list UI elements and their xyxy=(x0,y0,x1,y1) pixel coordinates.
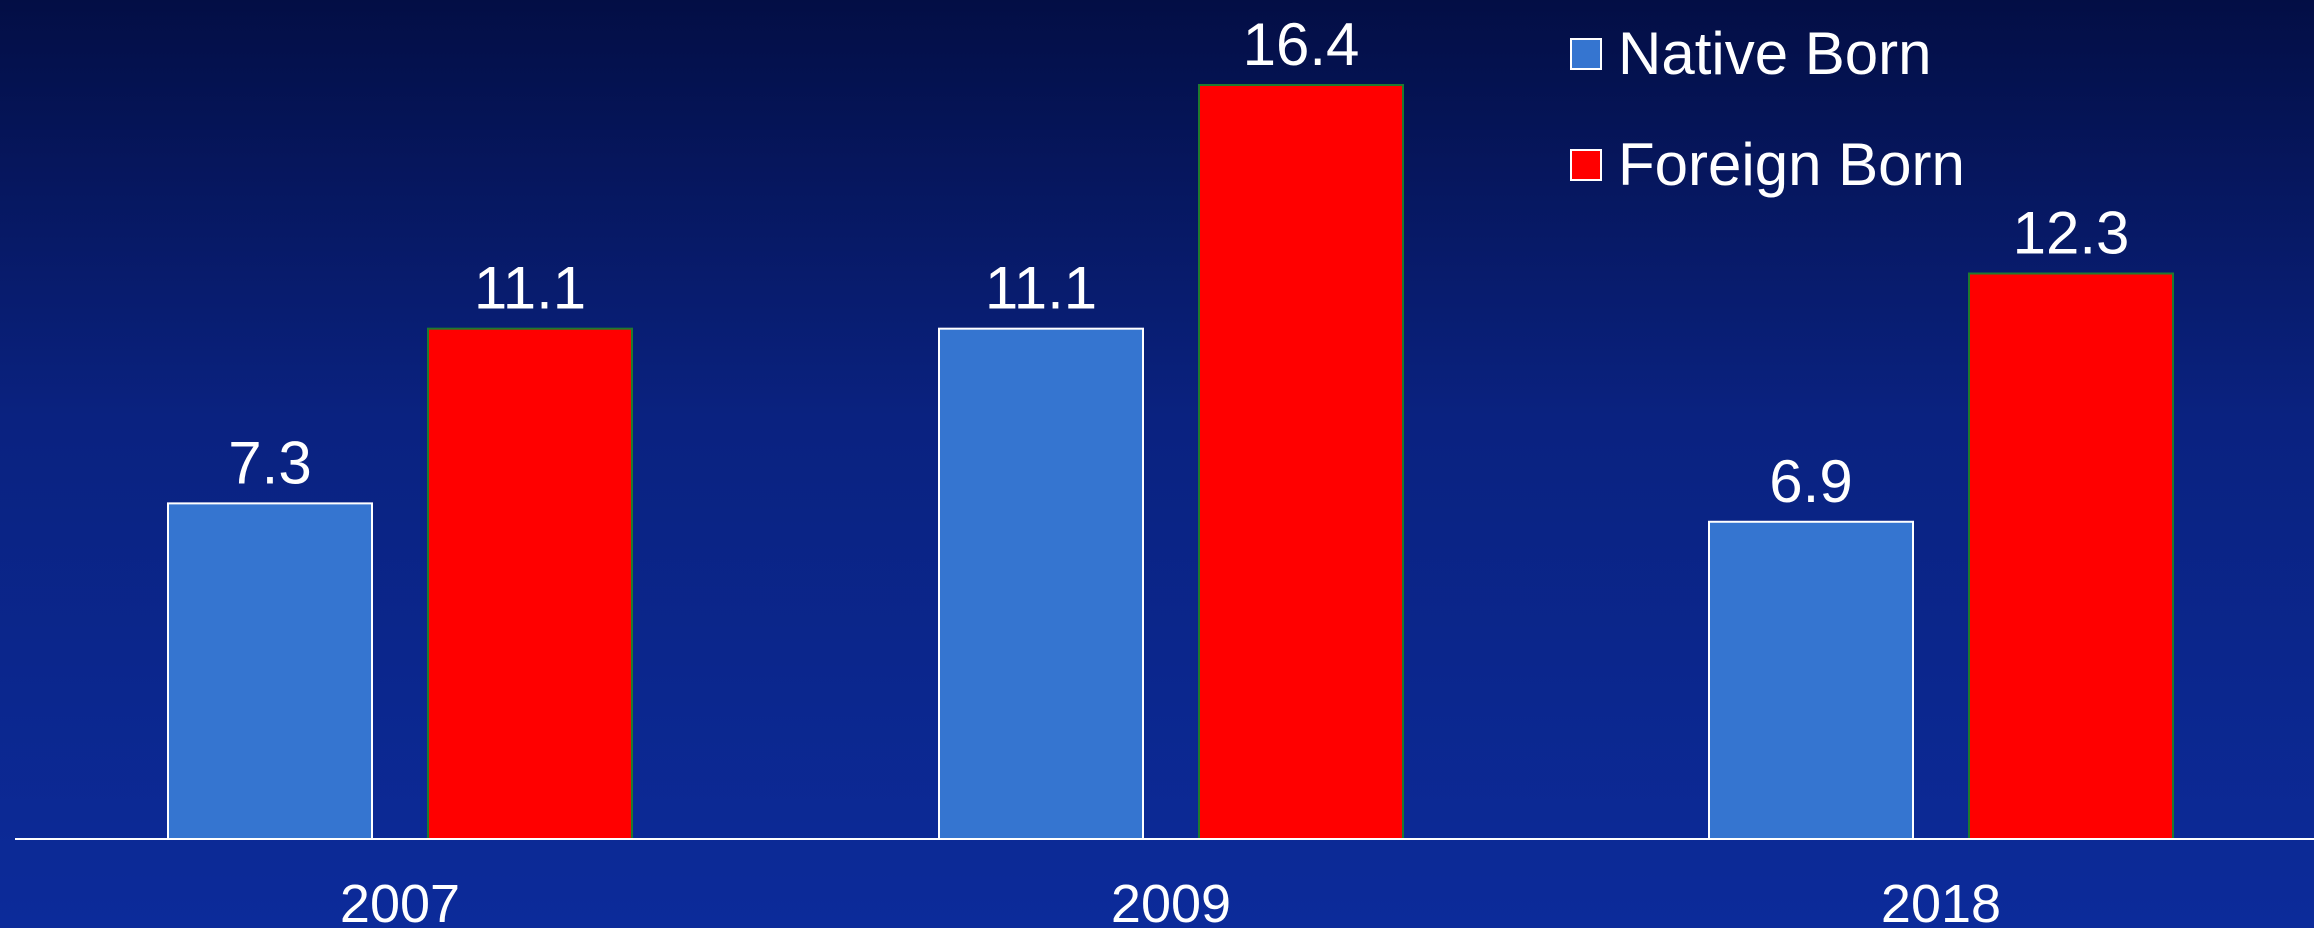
legend-item-native-born: Native Born xyxy=(1570,15,1965,93)
legend: Native Born Foreign Born xyxy=(1570,15,1965,237)
legend-label-native-born: Native Born xyxy=(1618,20,1932,87)
value-label-foreign-born-2018: 12.3 xyxy=(2013,200,2130,267)
bar-foreign-born-2007 xyxy=(427,327,633,840)
legend-swatch-foreign-born xyxy=(1570,149,1602,181)
bar-native-born-2009 xyxy=(938,327,1144,840)
bar-native-born-2007 xyxy=(167,502,373,840)
x-tick-labels-group: 2007 2009 2018 xyxy=(340,874,2001,928)
value-label-native-born-2009: 11.1 xyxy=(985,255,1097,322)
legend-label-foreign-born: Foreign Born xyxy=(1618,131,1965,198)
x-tick-label-2009: 2009 xyxy=(1111,874,1231,928)
value-label-native-born-2007: 7.3 xyxy=(228,429,311,496)
value-labels-group: 7.3 11.1 6.9 11.1 16.4 12.3 xyxy=(228,11,2129,515)
value-label-foreign-born-2007: 11.1 xyxy=(474,255,586,322)
x-tick-label-2018: 2018 xyxy=(1881,874,2001,928)
value-label-native-born-2018: 6.9 xyxy=(1769,448,1852,515)
legend-item-foreign-born: Foreign Born xyxy=(1570,126,1965,204)
legend-swatch-native-born xyxy=(1570,38,1602,70)
bar-foreign-born-2018 xyxy=(1968,272,2174,840)
x-tick-label-2007: 2007 xyxy=(340,874,460,928)
bar-native-born-2018 xyxy=(1708,520,1914,841)
bars-group xyxy=(167,84,2174,841)
bar-foreign-born-2009 xyxy=(1198,84,1404,840)
value-label-foreign-born-2009: 16.4 xyxy=(1243,11,1360,78)
